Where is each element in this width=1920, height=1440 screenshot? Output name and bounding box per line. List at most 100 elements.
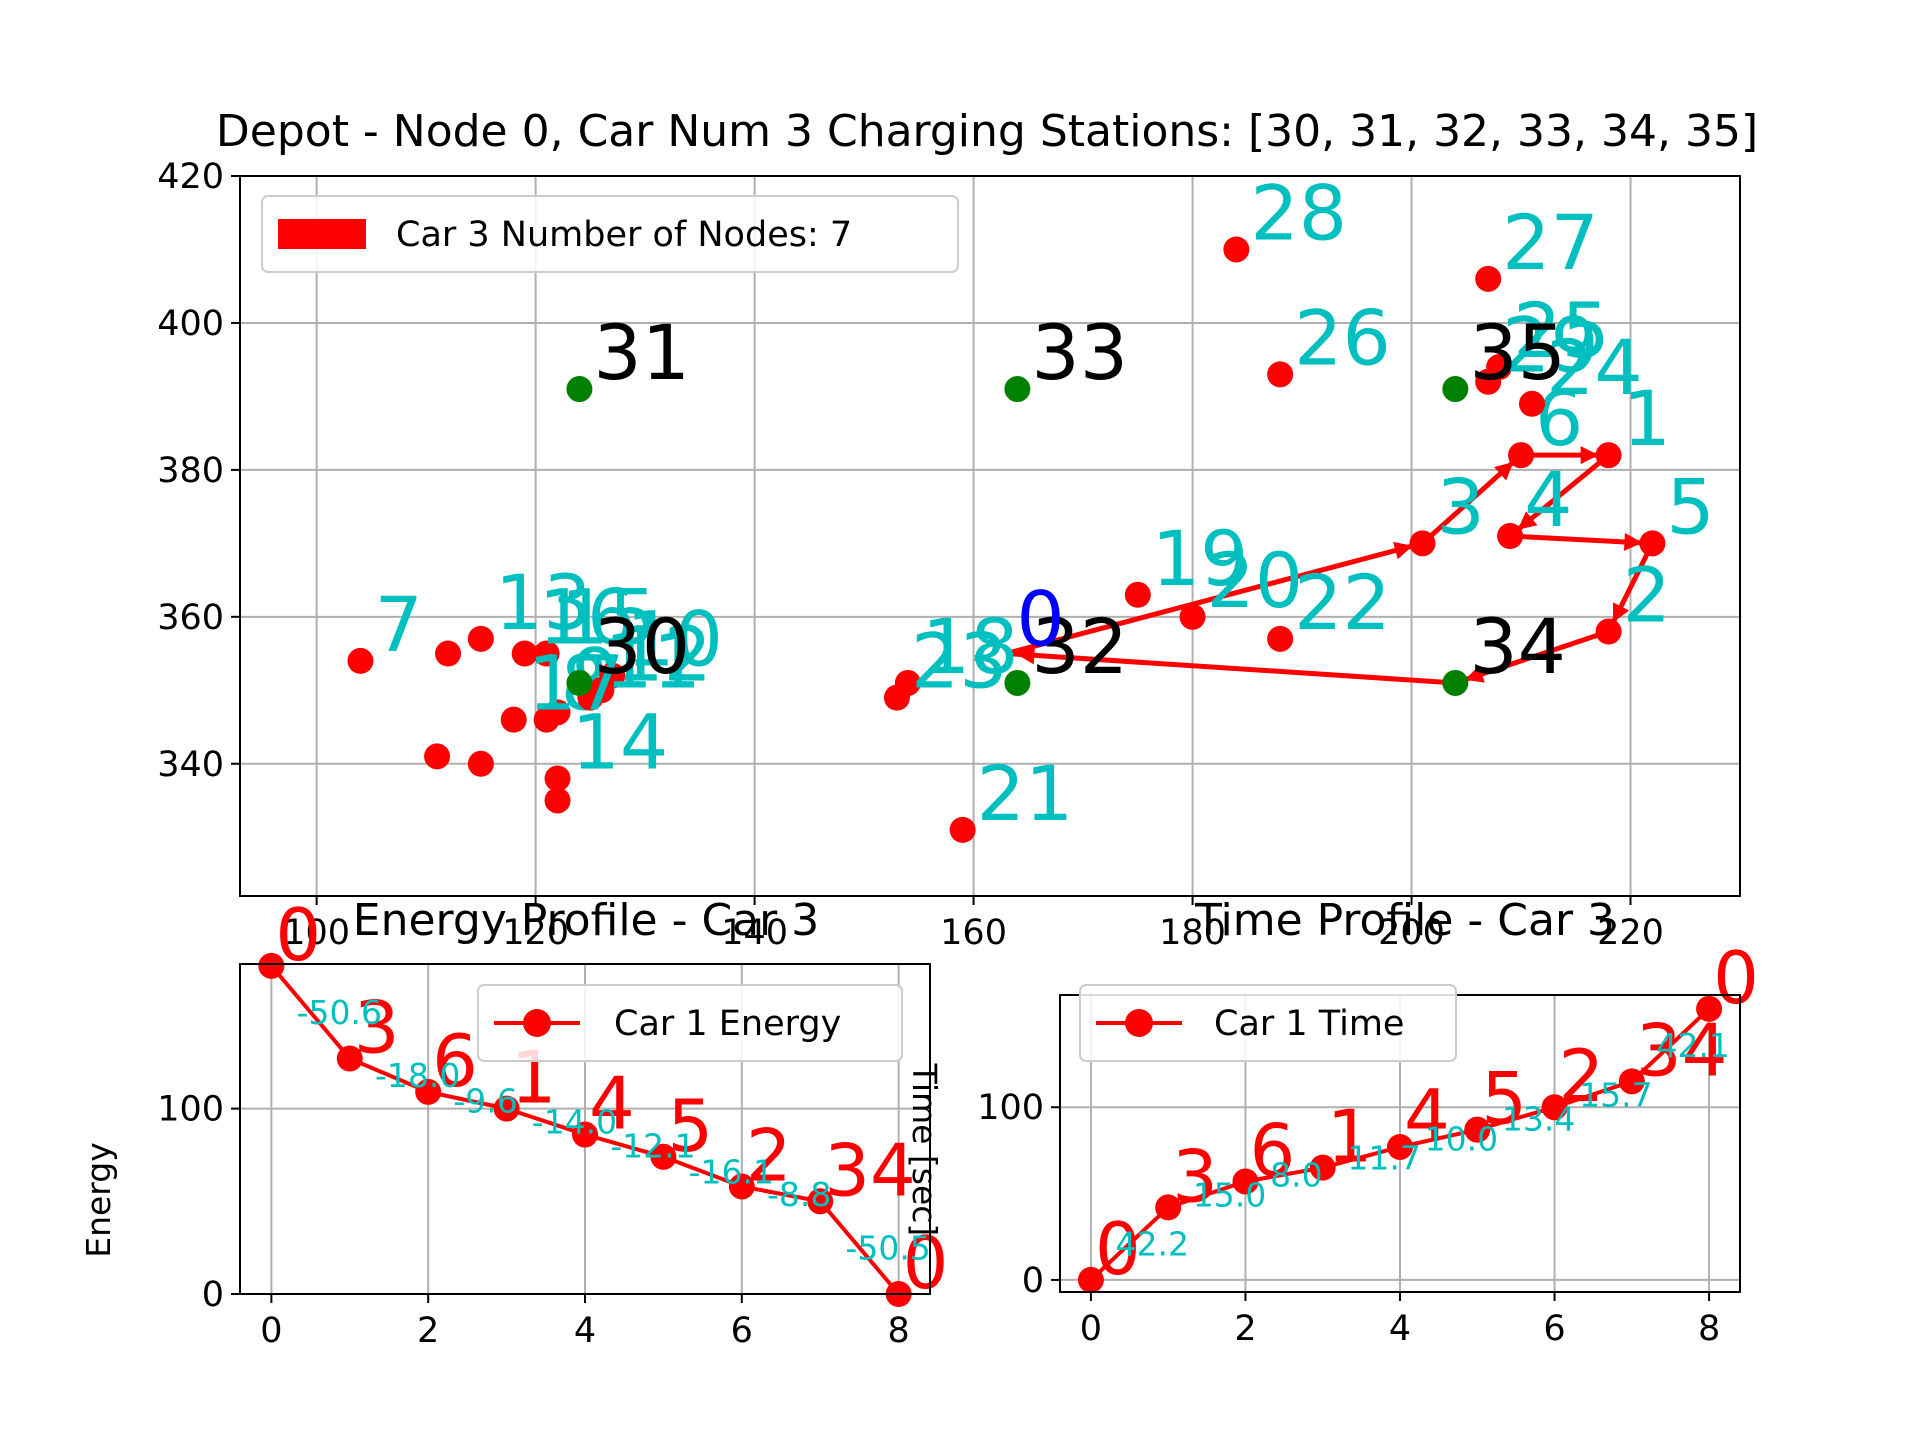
customer-label: 18	[922, 602, 1019, 691]
time-y-tick-label: 0	[1022, 1261, 1044, 1301]
customer-point	[424, 743, 451, 770]
customer-point	[1475, 368, 1502, 395]
time-node-label: 5	[1481, 1057, 1527, 1141]
time-node-label: 1	[1327, 1095, 1373, 1179]
energy-point	[572, 1121, 598, 1148]
customer-label: 6	[1535, 374, 1583, 463]
customer-point	[511, 640, 538, 667]
legend-label: Car 3 Number of Nodes: 7	[396, 215, 852, 255]
customer-point	[883, 684, 910, 711]
customer-point	[1267, 625, 1294, 652]
energy-frame	[239, 963, 931, 1295]
energy-profile-title: Energy Profile - Car 3	[353, 895, 819, 946]
station-point	[566, 669, 593, 696]
energy-node-label: 4	[589, 1062, 635, 1146]
customer-point	[435, 640, 462, 667]
legend-swatch	[278, 219, 366, 249]
time-node-label: 3	[1172, 1134, 1218, 1218]
customer-label: 13	[495, 558, 592, 647]
station-label: 35	[1469, 308, 1566, 397]
route-map-title: Depot - Node 0, Car Num 3 Charging Stati…	[216, 106, 1758, 157]
customer-point	[544, 699, 571, 726]
energy-x-tick-label: 2	[417, 1311, 439, 1351]
customer-label: 20	[1207, 536, 1304, 625]
x-tick-label: 180	[1159, 913, 1226, 953]
customer-point	[1179, 603, 1206, 630]
station-label: 34	[1469, 602, 1566, 691]
route-map-marks: 1234567891011121314151617181920212223242…	[347, 168, 1715, 843]
energy-point	[258, 952, 285, 979]
station-point	[1442, 376, 1469, 403]
energy-node-label: 6	[432, 1019, 478, 1103]
route-arrow	[1393, 541, 1413, 560]
energy-node-label: 3	[354, 986, 400, 1070]
customer-label: 1	[1623, 374, 1671, 463]
customer-point	[1267, 361, 1294, 388]
energy-node-label: 0	[275, 893, 321, 977]
customer-label: 15	[561, 573, 658, 662]
customer-point	[1223, 236, 1250, 263]
customer-point	[500, 706, 527, 733]
time-delta-label: 15.0	[1193, 1175, 1266, 1214]
time-legend-box	[1079, 984, 1457, 1062]
time-delta-label: 42.1	[1656, 1026, 1729, 1065]
station-label: 33	[1031, 308, 1128, 397]
customer-label: 25	[1513, 286, 1610, 375]
customer-point	[544, 787, 571, 814]
energy-x-tick-label: 6	[731, 1311, 753, 1351]
customer-label: 5	[1666, 462, 1714, 551]
energy-node-label: 0	[903, 1221, 949, 1305]
customer-point	[949, 816, 976, 843]
energy-delta-label: -12.1	[610, 1127, 695, 1166]
energy-point	[493, 1095, 520, 1122]
customer-label: 14	[572, 697, 669, 786]
customer-label: 26	[1294, 293, 1391, 382]
energy-delta-label: -9.6	[453, 1081, 517, 1120]
time-point	[1309, 1154, 1336, 1181]
time-node-label: 0	[1713, 936, 1759, 1020]
y-tick-label: 420	[157, 157, 224, 197]
customer-point	[1475, 265, 1502, 292]
station-point	[1004, 669, 1031, 696]
customer-label: 2	[1623, 551, 1671, 640]
depot-label: 0	[1016, 575, 1064, 664]
customer-label: 24	[1546, 323, 1643, 412]
route-arrow	[1464, 665, 1485, 683]
time-point	[1464, 1116, 1491, 1143]
customer-label: 27	[1502, 198, 1599, 287]
time-node-label: 6	[1249, 1108, 1295, 1192]
customer-point	[1595, 618, 1622, 645]
energy-delta-label: -50.5	[845, 1229, 930, 1268]
route-arrow	[1613, 602, 1630, 623]
time-x-tick-label: 4	[1389, 1309, 1411, 1349]
energy-y-axis-label: Energy	[79, 1142, 118, 1258]
route-map-legend: Car 3 Number of Nodes: 7	[261, 195, 959, 273]
customer-point	[1639, 530, 1666, 557]
y-tick-label: 360	[157, 598, 224, 638]
time-delta-label: 8.0	[1270, 1156, 1322, 1195]
route-arrow	[1623, 532, 1643, 551]
customer-point	[347, 647, 374, 674]
energy-node-label: 2	[746, 1113, 792, 1197]
time-x-tick-label: 0	[1080, 1309, 1102, 1349]
energy-point	[807, 1188, 834, 1215]
time-point	[1696, 995, 1723, 1022]
customer-point	[544, 765, 571, 792]
route-arrow	[1494, 461, 1514, 481]
energy-legend-label: Car 1 Energy	[614, 1004, 841, 1044]
station-label: 31	[593, 308, 690, 397]
customer-point	[1508, 442, 1535, 469]
customer-label: 7	[374, 580, 422, 669]
customer-label: 23	[911, 617, 1008, 706]
route-arrow	[1016, 646, 1035, 665]
customer-label: 21	[977, 749, 1074, 838]
energy-delta-label: -8.8	[767, 1175, 831, 1214]
time-point	[1541, 1094, 1568, 1121]
energy-point	[415, 1078, 442, 1105]
time-y-axis-label: Time [sec]	[905, 1063, 944, 1237]
energy-y-tick-label: 100	[157, 1090, 224, 1130]
energy-delta-label: -14.0	[532, 1103, 617, 1142]
customer-label: 3	[1436, 462, 1484, 551]
